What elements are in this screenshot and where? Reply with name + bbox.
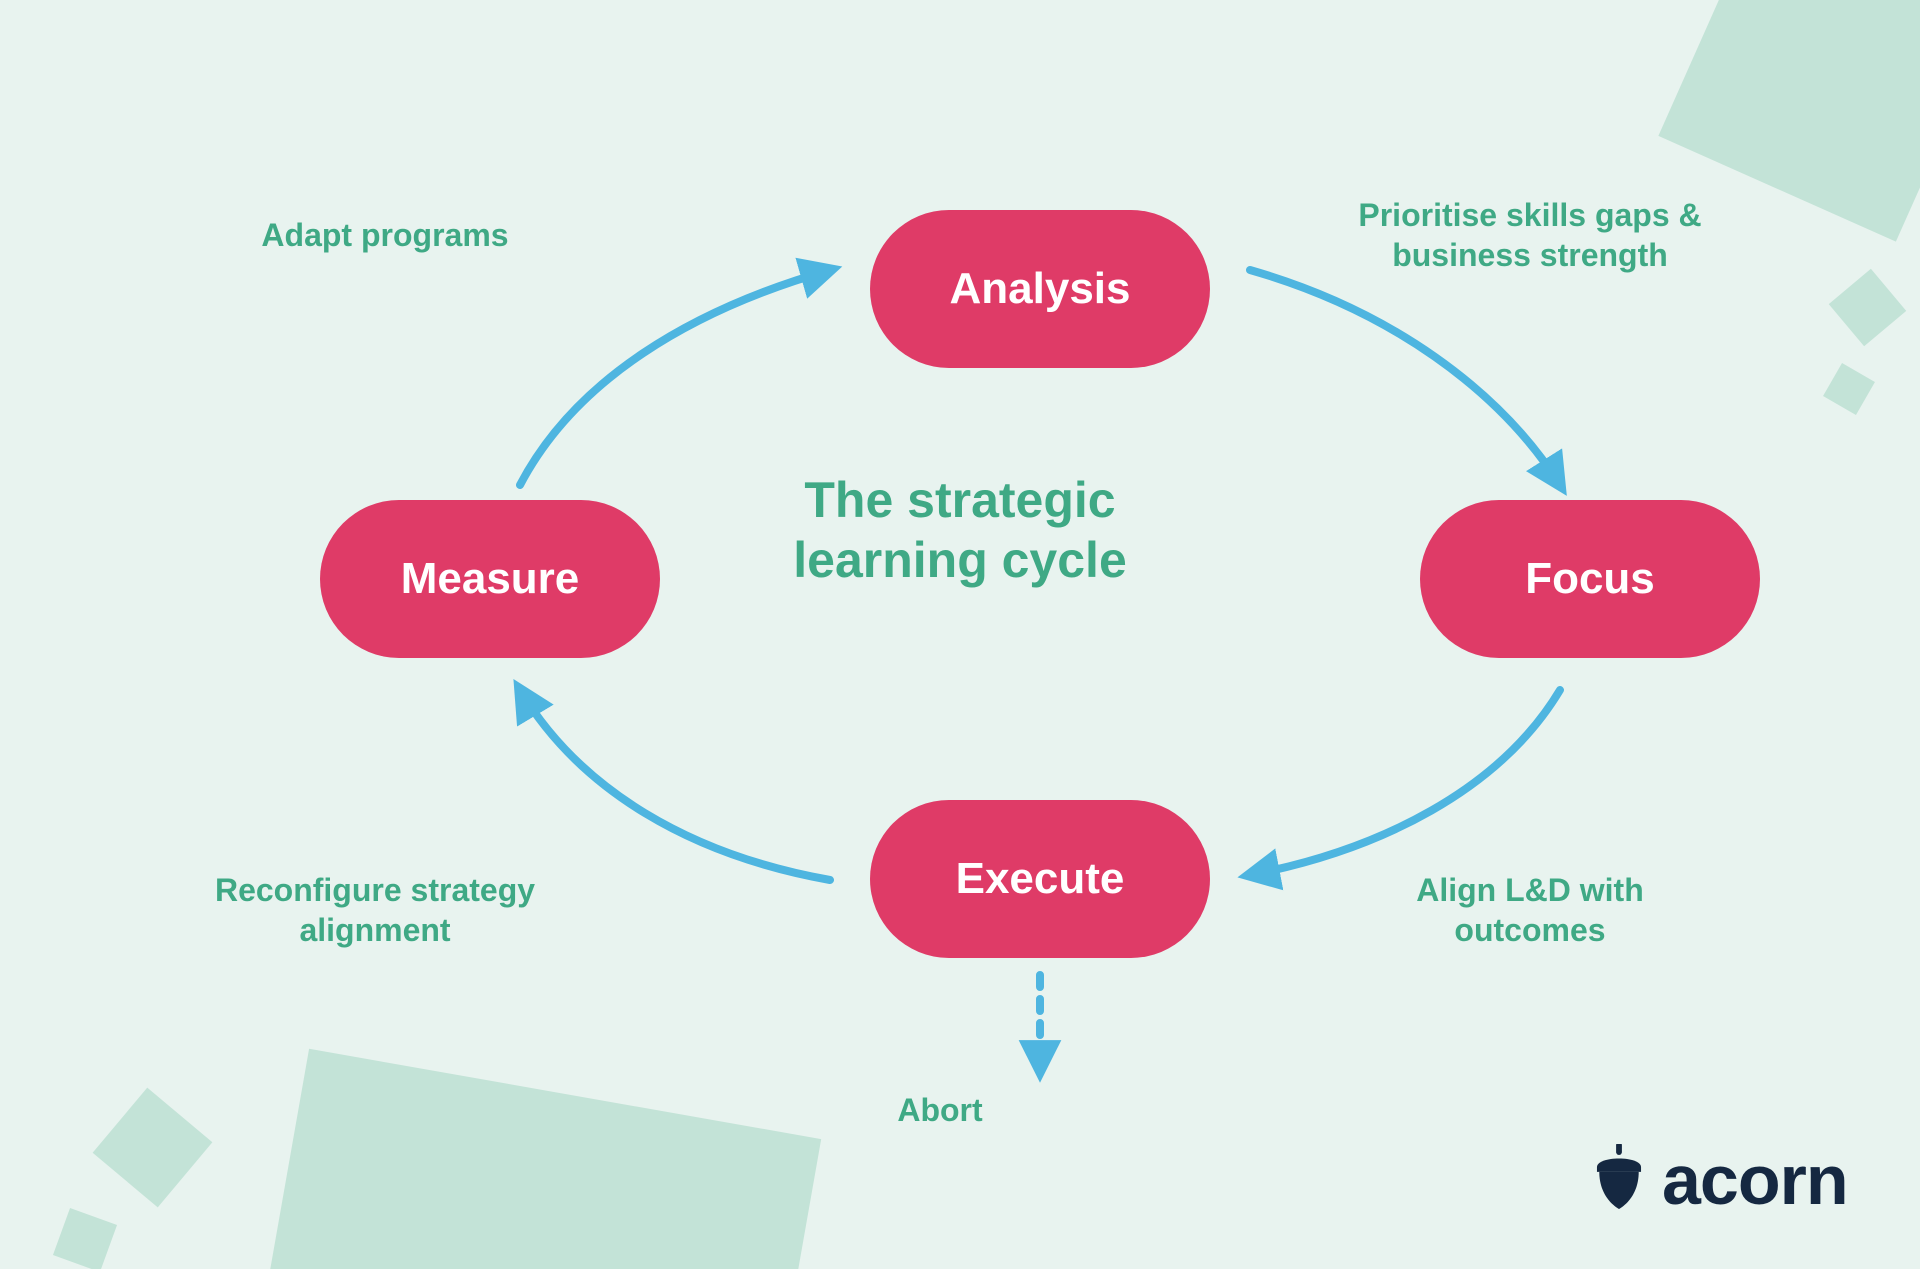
cycle-arrow-e-to-m bbox=[520, 690, 830, 880]
cycle-arrow-m-to-a bbox=[520, 270, 830, 485]
deco-shape bbox=[1823, 363, 1875, 415]
deco-shape bbox=[219, 1049, 821, 1269]
center-title: The strategic learning cycle bbox=[660, 470, 1260, 590]
node-execute: Execute bbox=[870, 800, 1210, 958]
deco-shape bbox=[53, 1208, 117, 1269]
node-label: Execute bbox=[956, 854, 1125, 904]
node-analysis: Analysis bbox=[870, 210, 1210, 368]
brand-text: acorn bbox=[1662, 1140, 1848, 1220]
cycle-arrow-a-to-f bbox=[1250, 270, 1560, 485]
annotation-reconfigure: Reconfigure strategy alignment bbox=[165, 870, 585, 950]
node-measure: Measure bbox=[320, 500, 660, 658]
annotation-align: Align L&D with outcomes bbox=[1350, 870, 1710, 950]
diagram-canvas: Analysis Focus Execute Measure The strategic… bbox=[0, 0, 1920, 1269]
node-label: Analysis bbox=[950, 264, 1131, 314]
node-focus: Focus bbox=[1420, 500, 1760, 658]
deco-shape bbox=[1829, 269, 1906, 346]
node-label: Focus bbox=[1525, 554, 1655, 604]
node-label: Measure bbox=[401, 554, 580, 604]
annotation-abort: Abort bbox=[840, 1090, 1040, 1130]
annotation-prioritise: Prioritise skills gaps & business streng… bbox=[1320, 195, 1740, 275]
brand-logo: acorn bbox=[1590, 1140, 1848, 1220]
cycle-arrow-f-to-e bbox=[1250, 690, 1560, 875]
acorn-icon bbox=[1590, 1144, 1648, 1216]
deco-shape bbox=[93, 1088, 213, 1208]
annotation-adapt: Adapt programs bbox=[205, 215, 565, 255]
